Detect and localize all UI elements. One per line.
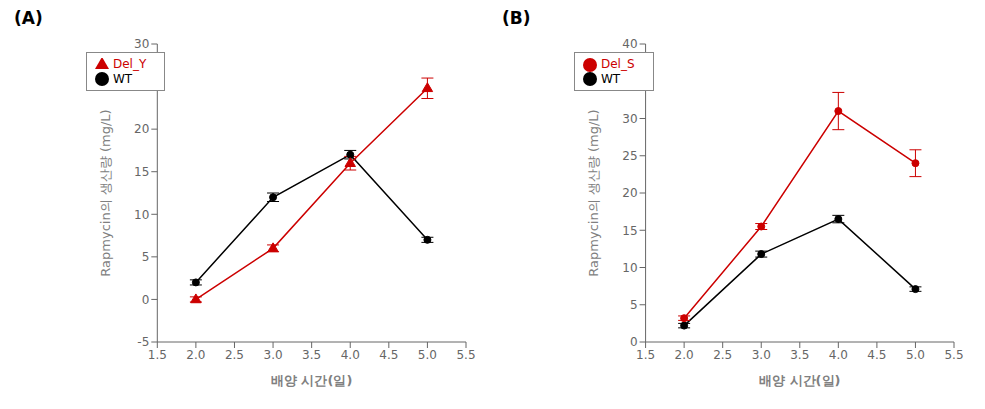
html-text:WT: WT bbox=[601, 71, 621, 86]
svg-text:3.5: 3.5 bbox=[790, 348, 809, 362]
svg-text:40: 40 bbox=[622, 37, 637, 51]
html-text:Del_S: Del_S bbox=[601, 57, 635, 71]
svg-text:30: 30 bbox=[622, 112, 637, 126]
svg-text:1.5: 1.5 bbox=[636, 348, 655, 362]
svg-text:20: 20 bbox=[134, 122, 149, 136]
svg-text:5: 5 bbox=[142, 250, 150, 264]
svg-text:10: 10 bbox=[622, 261, 637, 275]
svg-text:30: 30 bbox=[134, 37, 149, 51]
svg-text:10: 10 bbox=[134, 208, 149, 222]
svg-text:5.0: 5.0 bbox=[906, 348, 925, 362]
svg-text:배양 시간(일): 배양 시간(일) bbox=[759, 373, 840, 388]
svg-text:0: 0 bbox=[630, 335, 638, 349]
svg-text:3.5: 3.5 bbox=[302, 348, 321, 362]
svg-text:4.0: 4.0 bbox=[829, 348, 848, 362]
svg-text:0: 0 bbox=[142, 293, 150, 307]
svg-text:5: 5 bbox=[630, 298, 638, 312]
svg-text:4.5: 4.5 bbox=[379, 348, 398, 362]
svg-text:2.5: 2.5 bbox=[225, 348, 244, 362]
html-text:(A): (A) bbox=[14, 8, 43, 28]
html-text:WT: WT bbox=[113, 71, 133, 86]
svg-text:배양 시간(일): 배양 시간(일) bbox=[271, 373, 352, 388]
svg-text:5.0: 5.0 bbox=[418, 348, 437, 362]
svg-text:20: 20 bbox=[622, 186, 637, 200]
svg-text:1.5: 1.5 bbox=[148, 348, 167, 362]
svg-text:2.0: 2.0 bbox=[675, 348, 694, 362]
svg-text:25: 25 bbox=[622, 149, 637, 163]
svg-text:15: 15 bbox=[134, 165, 149, 179]
html-text:Del_Y: Del_Y bbox=[113, 57, 147, 71]
svg-text:35: 35 bbox=[622, 75, 637, 89]
svg-text:5.5: 5.5 bbox=[944, 348, 963, 362]
svg-text:25: 25 bbox=[134, 80, 149, 94]
svg-text:15: 15 bbox=[622, 224, 637, 238]
svg-text:-5: -5 bbox=[137, 335, 149, 349]
svg-text:4.5: 4.5 bbox=[867, 348, 886, 362]
html-text:(B): (B) bbox=[502, 8, 531, 28]
svg-text:Rapmycin의 생산량 (mg/L): Rapmycin의 생산량 (mg/L) bbox=[98, 109, 113, 276]
svg-text:2.0: 2.0 bbox=[186, 348, 205, 362]
svg-text:Rapmycin의 생산량 (mg/L): Rapmycin의 생산량 (mg/L) bbox=[586, 109, 601, 276]
svg-text:3.0: 3.0 bbox=[264, 348, 283, 362]
svg-text:2.5: 2.5 bbox=[713, 348, 732, 362]
svg-text:3.0: 3.0 bbox=[752, 348, 771, 362]
svg-text:4.0: 4.0 bbox=[341, 348, 360, 362]
svg-text:5.5: 5.5 bbox=[456, 348, 475, 362]
